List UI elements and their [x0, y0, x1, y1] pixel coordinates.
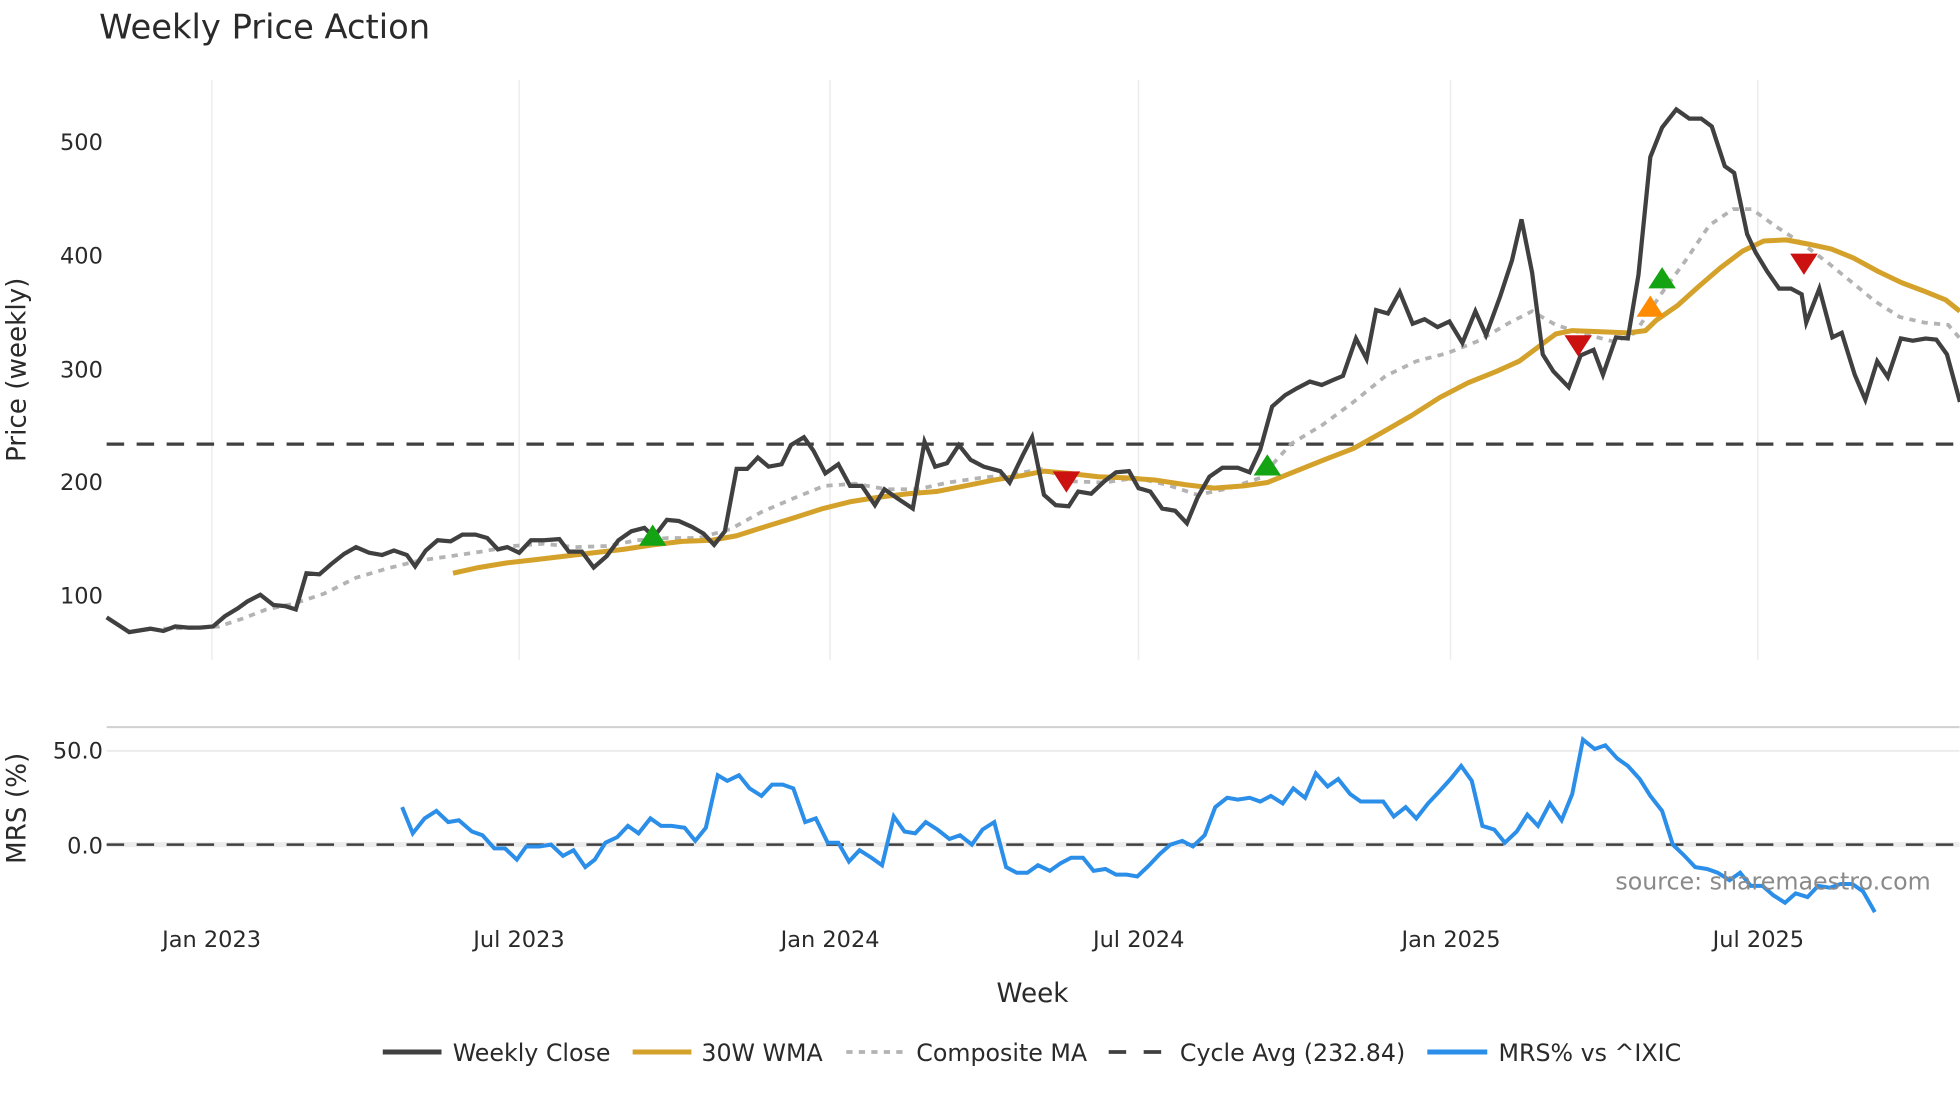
legend-item-composite[interactable]: Composite MA	[846, 1039, 1088, 1067]
price-y-tick: 100	[60, 583, 103, 609]
x-tick: Jul 2025	[1711, 927, 1804, 953]
price-y-tick: 300	[60, 357, 103, 383]
legend-label: Composite MA	[916, 1039, 1088, 1067]
buy-signal-triangle-icon	[1636, 295, 1665, 317]
x-tick: Jul 2023	[471, 927, 564, 953]
price-y-axis-title: Price (weekly)	[2, 278, 32, 462]
sell-signal-triangle-icon	[1790, 253, 1818, 275]
mrs-line	[400, 736, 1877, 914]
price-y-axis: 500 400 300 200 100 Price (weekly)	[2, 130, 102, 610]
legend-item-weekly-close[interactable]: Weekly Close	[382, 1039, 611, 1067]
x-tick: Jan 2023	[160, 927, 261, 953]
legend-label: Cycle Avg (232.84)	[1180, 1039, 1405, 1067]
mrs-y-tick: 50.0	[53, 738, 103, 764]
x-axis-title: Week	[997, 979, 1070, 1009]
buy-signal-triangle-icon	[1648, 267, 1676, 289]
legend-label: Weekly Close	[453, 1039, 611, 1067]
mrs-gridlines	[106, 726, 1960, 848]
mrs-y-axis: 50.0 0.0 MRS (%)	[2, 738, 102, 864]
buy-signal-triangle-icon	[1253, 454, 1282, 476]
legend: Weekly Close 30W WMA Composite MA Cycle …	[382, 1039, 1681, 1067]
sell-signal-triangle-icon	[1052, 471, 1081, 493]
mrs-y-tick: 0.0	[67, 833, 103, 859]
weekly-close-line	[105, 106, 1960, 635]
mrs-y-axis-title: MRS (%)	[2, 753, 32, 864]
price-gridlines	[211, 79, 1759, 660]
buy-signal-triangle-icon	[638, 524, 667, 546]
wma-line	[452, 237, 1960, 576]
price-y-tick: 500	[60, 130, 103, 156]
price-y-tick: 400	[60, 244, 103, 270]
price-y-tick: 200	[60, 470, 103, 496]
legend-item-cycle-avg[interactable]: Cycle Avg (232.84)	[1108, 1039, 1406, 1067]
legend-item-wma[interactable]: 30W WMA	[632, 1039, 824, 1067]
x-tick: Jul 2024	[1091, 927, 1184, 953]
composite-ma-line	[163, 207, 1960, 631]
signal-markers	[638, 253, 1818, 546]
x-tick: Jan 2025	[1400, 927, 1501, 953]
x-tick: Jan 2024	[779, 927, 880, 953]
legend-label: 30W WMA	[701, 1039, 823, 1067]
legend-label: MRS% vs ^IXIC	[1499, 1039, 1682, 1067]
x-axis: Jan 2023 Jul 2023 Jan 2024 Jul 2024 Jan …	[160, 927, 1804, 1009]
source-watermark: source: sharemaestro.com	[1615, 868, 1930, 896]
sell-signal-triangle-icon	[1564, 335, 1592, 357]
legend-item-mrs[interactable]: MRS% vs ^IXIC	[1427, 1039, 1681, 1067]
chart-title: Weekly Price Action	[99, 8, 430, 47]
